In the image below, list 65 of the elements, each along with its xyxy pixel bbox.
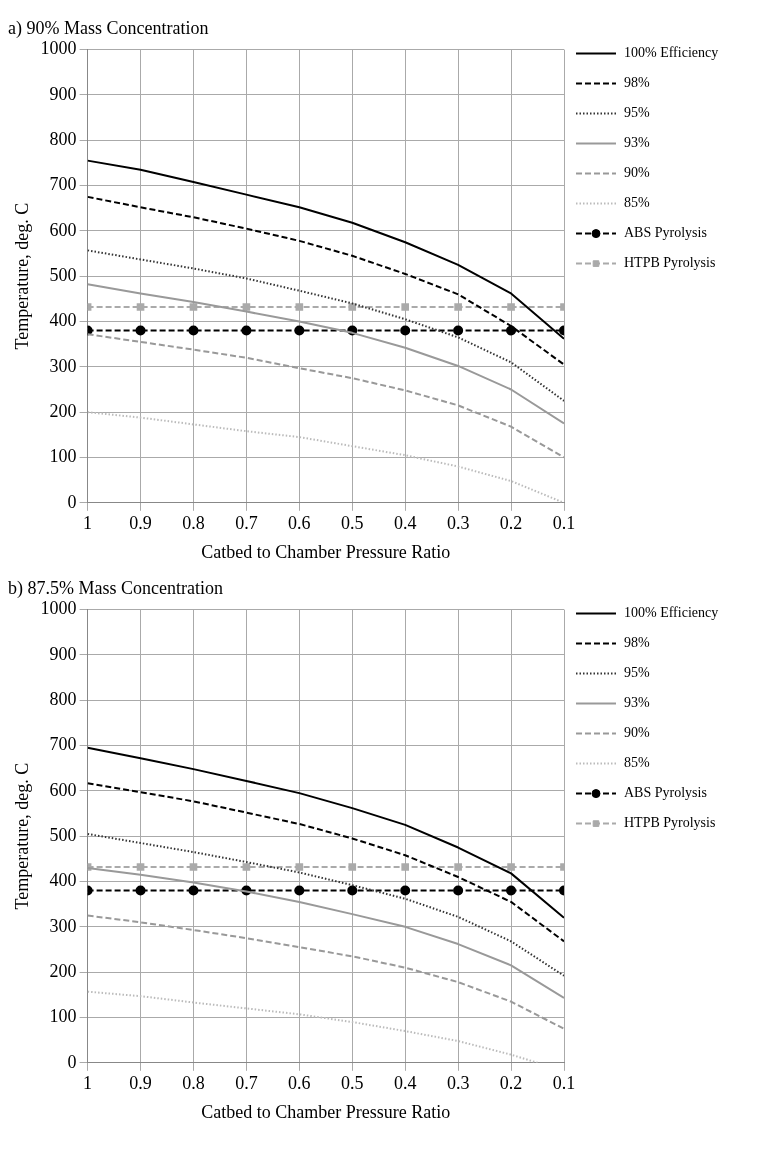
legend-label: HTPB Pyrolysis [624,255,716,271]
legend-label: 95% [624,665,650,681]
legend-label: 90% [624,725,650,741]
y-tick-label: 500 [49,824,77,845]
y-tick-label: 600 [49,779,77,800]
y-tick-label: 400 [49,870,77,891]
y-tick-label: 1000 [40,38,77,59]
x-tick-label: 0.2 [499,1073,523,1094]
y-tick-label: 300 [49,355,77,376]
x-tick-label: 0.5 [341,513,364,534]
legend-label: ABS Pyrolysis [624,225,707,241]
x-tick-label: 0.8 [182,513,205,534]
y-tick-label: 800 [49,128,77,149]
y-tick-label: 100 [49,1006,77,1027]
chart-title: a) 90% Mass Concentration [8,17,209,39]
legend-label: ABS Pyrolysis [624,785,707,801]
y-axis-title: Temperature, deg. C [11,762,32,910]
x-tick-label: 0.7 [235,513,258,534]
x-axis-title: Catbed to Chamber Pressure Ratio [201,541,451,562]
x-tick-label: 0.6 [288,513,311,534]
x-tick-label: 0.4 [393,513,417,534]
line-series [87,990,539,1063]
legend-label: 98% [624,635,650,651]
legend-label: 100% Efficiency [624,45,719,61]
x-tick-label: 0.4 [393,1073,417,1094]
legend-label: 100% Efficiency [624,605,719,621]
y-tick-label: 100 [49,446,77,467]
legend-label: 85% [624,195,650,211]
y-axis-title: Temperature, deg. C [11,202,32,350]
y-tick-label: 1000 [40,598,77,619]
legend-label: 90% [624,165,650,181]
x-tick-label: 0.1 [552,513,576,534]
y-tick-label: 700 [49,174,77,195]
legend-label: 95% [624,105,650,121]
legend-label: 93% [624,135,650,151]
y-tick-label: 500 [49,264,77,285]
legend-label: 98% [624,75,650,91]
y-tick-label: 0 [67,491,77,512]
legend-label: 85% [624,755,650,771]
x-tick-label: 0.9 [129,513,152,534]
x-tick-label: 0.5 [341,1073,364,1094]
y-tick-label: 200 [49,400,77,421]
x-tick-label: 0.8 [182,1073,205,1094]
x-tick-label: 0.3 [446,1073,470,1094]
x-tick-label: 1 [83,1073,93,1094]
y-tick-label: 300 [49,915,77,936]
x-tick-label: 0.1 [552,1073,576,1094]
y-tick-label: 800 [49,688,77,709]
x-tick-label: 1 [83,513,93,534]
x-tick-label: 0.6 [288,1073,311,1094]
x-axis-title: Catbed to Chamber Pressure Ratio [201,1101,451,1122]
y-tick-label: 400 [49,310,77,331]
chart-title: b) 87.5% Mass Concentration [8,577,223,599]
y-tick-label: 700 [49,734,77,755]
legend-label: HTPB Pyrolysis [624,815,716,831]
x-tick-label: 0.9 [129,1073,152,1094]
y-tick-label: 200 [49,960,77,981]
legend-label: 93% [624,695,650,711]
y-tick-label: 900 [49,83,77,104]
x-tick-label: 0.2 [499,513,523,534]
x-tick-label: 0.3 [446,513,470,534]
y-tick-label: 0 [67,1051,77,1072]
y-tick-label: 600 [49,219,77,240]
x-tick-label: 0.7 [235,1073,258,1094]
y-tick-label: 900 [49,643,77,664]
